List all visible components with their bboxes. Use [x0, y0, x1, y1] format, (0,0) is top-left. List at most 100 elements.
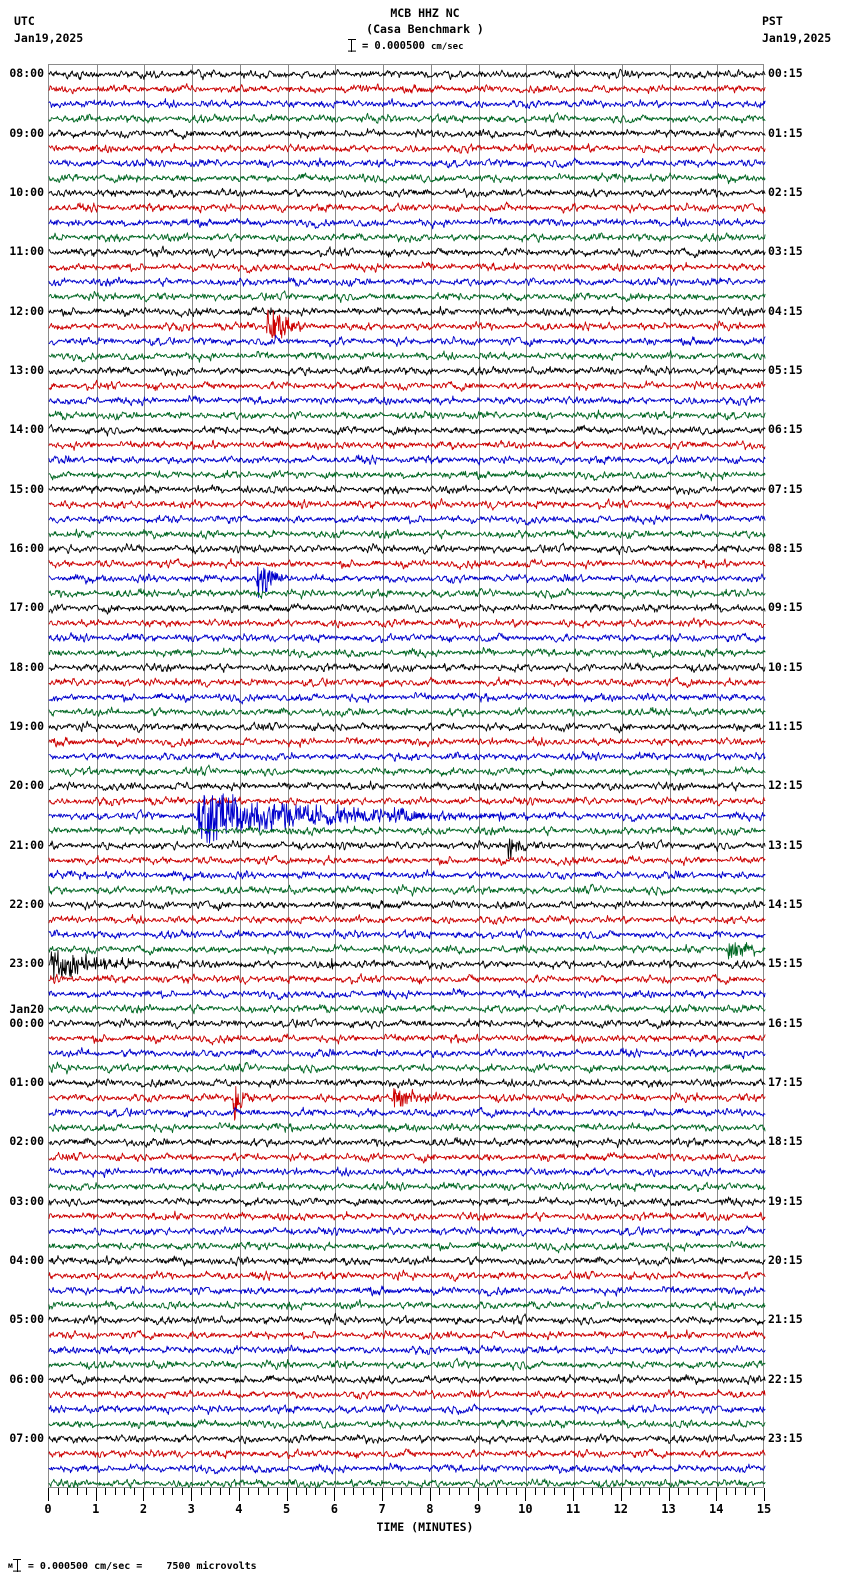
seismic-trace-row-27 — [48, 65, 766, 482]
x-axis-label-8: 8 — [426, 1502, 434, 1516]
utc-hour-label-1800: 18:00 — [9, 659, 44, 674]
x-tick-major-13 — [668, 1488, 670, 1501]
seismic-trace-row-86 — [48, 65, 766, 1356]
pst-hour-label-0715: 07:15 — [768, 481, 803, 496]
x-axis-label-1: 1 — [92, 1502, 100, 1516]
grid-line-minute-7 — [383, 65, 385, 1487]
x-tick-major-9 — [477, 1488, 479, 1501]
x-tick-major-1 — [95, 1488, 97, 1501]
seismic-trace-row-80 — [48, 65, 766, 1267]
seismic-trace-row-11 — [48, 65, 766, 243]
x-tick-minor-11-4 — [611, 1488, 613, 1495]
utc-hour-label-1900: 19:00 — [9, 718, 44, 733]
pst-hour-label-1615: 16:15 — [768, 1015, 803, 1030]
x-tick-minor-0-1 — [57, 1488, 59, 1495]
x-tick-minor-7-1 — [391, 1488, 393, 1495]
utc-date-label: Jan19,2025 — [14, 31, 84, 45]
grid-line-minute-5 — [287, 65, 289, 1487]
x-tick-minor-9-1 — [487, 1488, 489, 1495]
utc-hour-label-1400: 14:00 — [9, 422, 44, 437]
pst-date-label: Jan19,2025 — [762, 31, 832, 45]
x-tick-major-3 — [191, 1488, 193, 1501]
seismic-trace-row-58 — [48, 65, 766, 940]
scale-value: 0.000500 — [374, 40, 425, 52]
x-tick-minor-2-2 — [162, 1488, 164, 1495]
seismic-trace-row-4 — [48, 65, 766, 140]
seismic-trace-row-20 — [48, 65, 766, 377]
seismic-trace-row-45 — [48, 65, 766, 748]
x-tick-major-8 — [429, 1488, 431, 1501]
x-tick-minor-12-2 — [639, 1488, 641, 1495]
seismic-trace-row-12 — [48, 65, 766, 259]
seismic-trace-row-18 — [48, 65, 766, 348]
seismic-trace-row-52 — [48, 65, 766, 860]
seismic-trace-row-47 — [48, 65, 766, 777]
pst-hour-label-0915: 09:15 — [768, 600, 803, 615]
x-tick-minor-11-2 — [592, 1488, 594, 1495]
x-axis-label-7: 7 — [378, 1502, 386, 1516]
seismic-trace-row-60 — [48, 65, 766, 980]
station-title: MCB HHZ NC — [390, 6, 460, 20]
seismic-trace-row-93 — [48, 65, 766, 1460]
x-tick-major-12 — [620, 1488, 622, 1501]
x-tick-minor-0-2 — [67, 1488, 69, 1495]
x-tick-minor-13-4 — [706, 1488, 708, 1495]
x-tick-minor-1-1 — [105, 1488, 107, 1495]
seismic-trace-row-2 — [48, 65, 766, 109]
utc-hour-label-0100: 01:00 — [9, 1074, 44, 1089]
seismic-trace-row-7 — [48, 65, 766, 185]
x-tick-minor-4-4 — [277, 1488, 279, 1495]
utc-hour-label-2100: 21:00 — [9, 837, 44, 852]
x-tick-minor-1-2 — [114, 1488, 116, 1495]
seismic-trace-row-39 — [48, 65, 766, 659]
seismic-trace-row-51 — [48, 65, 766, 837]
scale-unit: cm/sec — [431, 42, 464, 52]
seismic-trace-row-70 — [48, 65, 766, 1119]
seismic-trace-row-49 — [48, 65, 766, 807]
seismic-trace-row-21 — [48, 65, 766, 392]
seismic-trace-row-61 — [48, 65, 766, 985]
seismic-trace-row-95 — [48, 65, 766, 1489]
seismic-trace-row-13 — [48, 65, 766, 274]
x-axis-label-14: 14 — [709, 1502, 724, 1516]
x-axis-ticks — [48, 1488, 765, 1502]
seismic-trace-row-91 — [48, 65, 766, 1430]
x-tick-minor-14-3 — [744, 1488, 746, 1495]
x-tick-minor-12-1 — [630, 1488, 632, 1495]
x-tick-major-4 — [238, 1488, 240, 1501]
seismic-trace-row-78 — [48, 65, 766, 1237]
seismic-trace-row-59 — [48, 65, 766, 960]
x-axis-label-10: 10 — [518, 1502, 533, 1516]
x-tick-minor-3-1 — [200, 1488, 202, 1495]
utc-hour-label-0400: 04:00 — [9, 1252, 44, 1267]
utc-hour-label-0800: 08:00 — [9, 66, 44, 81]
seismic-trace-row-54 — [48, 65, 766, 882]
utc-hour-label-2000: 20:00 — [9, 778, 44, 793]
x-axis-label-4: 4 — [235, 1502, 243, 1516]
station-name-subtitle: (Casa Benchmark ) — [366, 22, 484, 36]
pst-hour-label-0815: 08:15 — [768, 540, 803, 555]
seismic-trace-row-55 — [48, 65, 766, 897]
x-tick-minor-9-2 — [496, 1488, 498, 1495]
seismic-trace-row-79 — [48, 65, 766, 1254]
pst-hour-label-2115: 21:15 — [768, 1312, 803, 1327]
x-axis-label-13: 13 — [661, 1502, 676, 1516]
seismic-trace-row-64 — [48, 65, 766, 1030]
x-tick-minor-10-2 — [544, 1488, 546, 1495]
utc-hour-label-0000: 00:00 — [9, 1015, 44, 1030]
pst-hour-label-0315: 03:15 — [768, 244, 803, 259]
seismic-trace-row-50 — [48, 65, 766, 844]
seismic-trace-row-6 — [48, 65, 766, 169]
pst-hour-label-0515: 05:15 — [768, 362, 803, 377]
x-tick-minor-5-1 — [296, 1488, 298, 1495]
seismic-trace-row-31 — [48, 65, 766, 540]
footer-scale-bar-icon — [13, 1559, 22, 1572]
seismic-trace-row-40 — [48, 65, 766, 673]
seismic-trace-row-85 — [48, 65, 766, 1341]
x-tick-major-0 — [48, 1488, 49, 1501]
helicorder-plot-area[interactable] — [48, 64, 766, 1489]
pst-hour-label-1915: 19:15 — [768, 1193, 803, 1208]
seismic-trace-row-68 — [48, 65, 766, 1089]
utc-hour-label-1200: 12:00 — [9, 303, 44, 318]
x-tick-minor-14-4 — [754, 1488, 756, 1495]
